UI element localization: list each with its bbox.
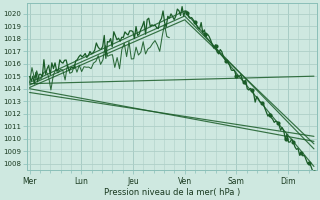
X-axis label: Pression niveau de la mer( hPa ): Pression niveau de la mer( hPa )	[104, 188, 240, 197]
